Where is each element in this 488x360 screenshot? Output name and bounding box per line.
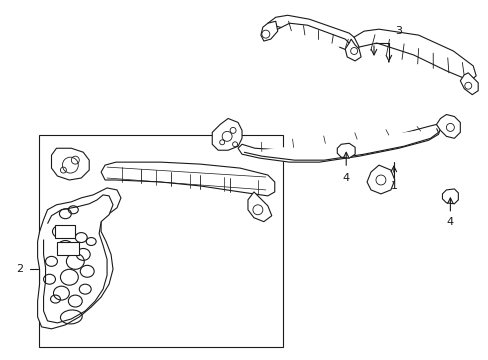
Polygon shape — [212, 118, 242, 150]
Polygon shape — [459, 73, 477, 95]
Polygon shape — [353, 29, 475, 81]
Polygon shape — [247, 192, 271, 222]
Polygon shape — [337, 143, 354, 158]
Polygon shape — [51, 148, 89, 180]
Polygon shape — [43, 195, 113, 323]
Text: 3: 3 — [394, 26, 402, 36]
Polygon shape — [442, 189, 457, 204]
Polygon shape — [101, 162, 274, 196]
Text: 1: 1 — [389, 181, 397, 191]
Polygon shape — [55, 225, 75, 238]
Polygon shape — [267, 15, 360, 51]
Polygon shape — [39, 135, 282, 347]
Polygon shape — [366, 165, 394, 194]
Polygon shape — [57, 242, 79, 255]
Polygon shape — [244, 129, 438, 160]
Polygon shape — [238, 125, 440, 162]
Polygon shape — [260, 21, 277, 41]
Polygon shape — [436, 114, 459, 138]
Text: 4: 4 — [446, 217, 453, 227]
Text: 2: 2 — [16, 264, 23, 274]
Polygon shape — [277, 23, 352, 51]
Text: 4: 4 — [342, 173, 349, 183]
Polygon shape — [38, 188, 121, 329]
Polygon shape — [345, 39, 360, 61]
